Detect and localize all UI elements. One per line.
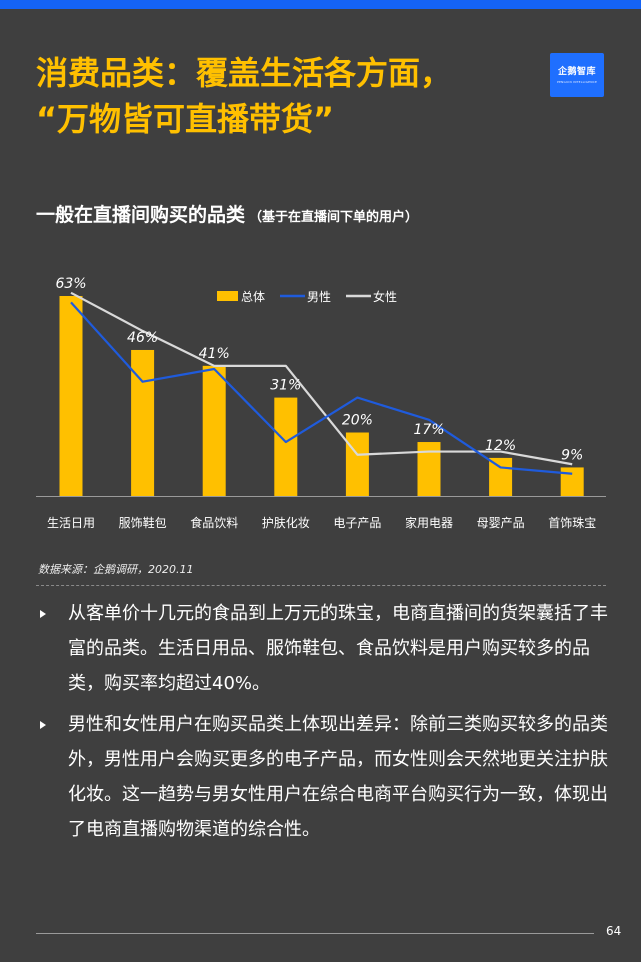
data-label: 9%: [561, 447, 583, 463]
brand-logo: 企鹅智库 PENGUIN INTELLIGENCE: [550, 53, 604, 97]
insight-text: 从客单价十几元的食品到上万元的珠宝，电商直播间的货架囊括了丰富的品类。生活日用品…: [68, 603, 608, 694]
x-tick-label: 护肤化妆: [262, 515, 310, 530]
data-label: 12%: [485, 438, 516, 454]
x-tick-label: 家用电器: [405, 515, 453, 530]
data-label: 46%: [127, 330, 158, 346]
legend-label-total: 总体: [241, 290, 265, 304]
page-title-line-2: “万物皆可直播带货”: [36, 100, 335, 138]
chart-heading: 一般在直播间购买的品类 （基于在直播间下单的用户）: [36, 200, 418, 227]
logo-text: 企鹅智库: [557, 67, 596, 77]
x-tick-label: 生活日用: [47, 516, 95, 530]
x-tick-label: 服饰鞋包: [119, 515, 167, 530]
legend-swatch-total: [217, 291, 238, 301]
bar: [489, 457, 513, 496]
page-title-line-1: 消费品类：覆盖生活各方面，: [36, 54, 453, 92]
data-source: 数据来源：企鹅调研，2020.11: [38, 563, 194, 576]
bullet-triangle-icon: [40, 721, 46, 729]
x-tick-label: 食品饮料: [190, 515, 238, 530]
x-tick-label: 电子产品: [333, 516, 381, 530]
bar: [417, 442, 441, 496]
male-series-line: [70, 301, 573, 475]
data-label: 41%: [199, 346, 230, 362]
insight-text: 男性和女性用户在购买品类上体现出差异：除前三类购买较多的品类外，男性用户会购买更…: [68, 714, 608, 840]
bar-line-chart: 63% 46% 41% 31% 20% 17% 12% 9% 生活日用 服饰鞋包 食品饮料 护肤化妆 电…: [36, 276, 606, 530]
bar: [202, 365, 226, 496]
page-title: 消费品类：覆盖生活各方面， “万物皆可直播带货”: [36, 50, 556, 142]
bar: [274, 397, 298, 496]
chart-subtitle: （基于在直播间下单的用户）: [249, 210, 419, 225]
x-tick-label: 首饰珠宝: [548, 516, 596, 530]
bar: [131, 349, 155, 496]
data-label: 63%: [55, 276, 86, 292]
female-series-line: [70, 291, 573, 466]
legend-label-female: 女性: [373, 289, 397, 304]
bar: [59, 296, 83, 496]
bar: [560, 467, 584, 496]
insight-item: 男性和女性用户在购买品类上体现出差异：除前三类购买较多的品类外，男性用户会购买更…: [38, 707, 608, 847]
data-label: 17%: [413, 422, 444, 438]
insight-item: 从客单价十几元的食品到上万元的珠宝，电商直播间的货架囊括了丰富的品类。生活日用品…: [38, 596, 608, 701]
chart-title: 一般在直播间购买的品类: [36, 204, 246, 226]
legend-label-male: 男性: [307, 290, 331, 304]
x-tick-label: 母婴产品: [477, 516, 525, 530]
footer-divider: [36, 933, 594, 934]
bullet-triangle-icon: [40, 610, 46, 618]
data-label: 31%: [270, 378, 301, 394]
data-label: 20%: [342, 413, 373, 429]
bar: [345, 432, 369, 496]
top-accent-bar: [0, 0, 641, 9]
page-number: 64: [606, 924, 622, 938]
logo-subtext: PENGUIN INTELLIGENCE: [556, 80, 598, 84]
insights-list: 从客单价十几元的食品到上万元的珠宝，电商直播间的货架囊括了丰富的品类。生活日用品…: [38, 596, 608, 853]
dashed-divider: [36, 585, 606, 586]
